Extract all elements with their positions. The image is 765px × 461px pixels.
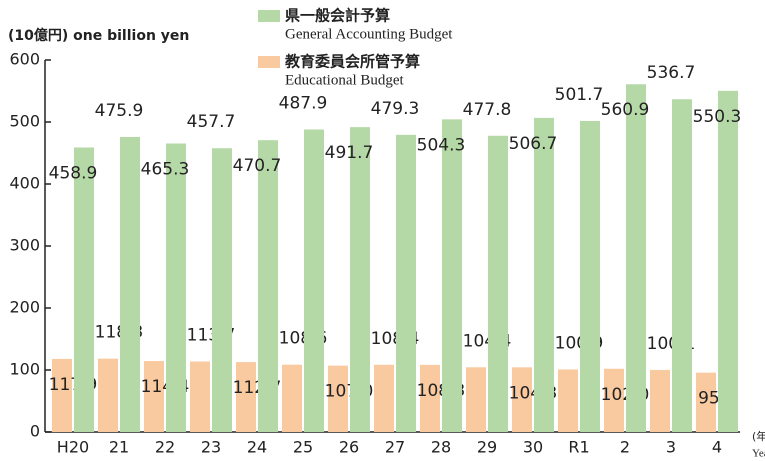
legend-label: 教育委員会所管予算 bbox=[284, 53, 420, 71]
bar bbox=[304, 129, 324, 432]
data-label: 504.3 bbox=[417, 135, 466, 155]
bar bbox=[696, 372, 716, 432]
x-tick-label: R1 bbox=[568, 438, 589, 457]
data-label: 479.3 bbox=[371, 99, 420, 119]
bar bbox=[442, 119, 462, 433]
bar bbox=[718, 90, 738, 433]
y-tick-label: 100 bbox=[9, 360, 40, 379]
x-axis-label: (年度) bbox=[752, 429, 765, 443]
bar bbox=[650, 369, 670, 432]
bar bbox=[626, 84, 646, 432]
y-tick-label: 300 bbox=[9, 236, 40, 255]
x-tick-label: 24 bbox=[247, 438, 267, 457]
bar bbox=[144, 361, 164, 432]
data-label: 477.8 bbox=[463, 100, 512, 120]
data-label: 457.7 bbox=[187, 112, 236, 132]
x-tick-label: 25 bbox=[293, 438, 313, 457]
data-label: 536.7 bbox=[647, 63, 696, 83]
legend-label-en: General Accounting Budget bbox=[285, 26, 453, 42]
data-label: 501.7 bbox=[555, 85, 604, 105]
y-tick-label: 400 bbox=[9, 174, 40, 193]
data-label: 470.7 bbox=[233, 156, 282, 176]
bar bbox=[258, 140, 278, 432]
y-tick-label: 600 bbox=[9, 50, 40, 69]
data-label: 475.9 bbox=[95, 101, 144, 121]
x-tick-label: 28 bbox=[431, 438, 451, 457]
bar bbox=[374, 364, 394, 432]
data-label: 506.7 bbox=[509, 134, 558, 154]
y-tick-label: 200 bbox=[9, 298, 40, 317]
bar bbox=[52, 358, 72, 432]
x-tick-label: 29 bbox=[477, 438, 497, 457]
bar bbox=[420, 364, 440, 432]
bar bbox=[350, 127, 370, 433]
bar bbox=[212, 148, 232, 432]
bar bbox=[534, 117, 554, 432]
bar bbox=[580, 120, 600, 433]
bar bbox=[74, 147, 94, 432]
bar bbox=[466, 367, 486, 432]
bar bbox=[488, 135, 508, 432]
data-label: 458.9 bbox=[49, 163, 98, 183]
x-tick-label: 3 bbox=[666, 438, 676, 457]
bar bbox=[190, 361, 210, 432]
y-tick-label: 500 bbox=[9, 112, 40, 131]
bar bbox=[512, 367, 532, 432]
bar bbox=[672, 99, 692, 432]
bar bbox=[282, 364, 302, 432]
bar bbox=[236, 362, 256, 432]
legend-swatch bbox=[258, 10, 280, 22]
bar bbox=[396, 134, 416, 433]
bar bbox=[166, 143, 186, 432]
x-tick-label: H20 bbox=[57, 438, 89, 457]
x-tick-label: 22 bbox=[155, 438, 175, 457]
data-label: 465.3 bbox=[141, 160, 190, 180]
x-axis-label-en: Year bbox=[752, 448, 765, 460]
x-tick-label: 4 bbox=[712, 438, 722, 457]
x-tick-label: 2 bbox=[620, 438, 630, 457]
x-tick-label: 26 bbox=[339, 438, 359, 457]
bar bbox=[558, 369, 578, 432]
bar bbox=[328, 365, 348, 432]
bar bbox=[604, 368, 624, 432]
x-tick-label: 23 bbox=[201, 438, 221, 457]
data-label: 487.9 bbox=[279, 94, 328, 114]
y-tick-label: 0 bbox=[30, 422, 40, 441]
x-tick-label: 21 bbox=[109, 438, 129, 457]
legend-swatch bbox=[258, 56, 280, 68]
bar bbox=[98, 358, 118, 432]
x-tick-label: 30 bbox=[523, 438, 543, 457]
legend-label: 県一般会計予算 bbox=[285, 7, 390, 25]
bar bbox=[120, 136, 140, 432]
y-axis-label: (10億円) one billion yen bbox=[8, 27, 189, 44]
x-tick-label: 27 bbox=[385, 438, 405, 457]
data-label: 550.3 bbox=[693, 107, 742, 127]
legend-label-en: Educational Budget bbox=[285, 72, 405, 88]
data-label: 560.9 bbox=[601, 100, 650, 120]
data-label: 491.7 bbox=[325, 143, 374, 163]
